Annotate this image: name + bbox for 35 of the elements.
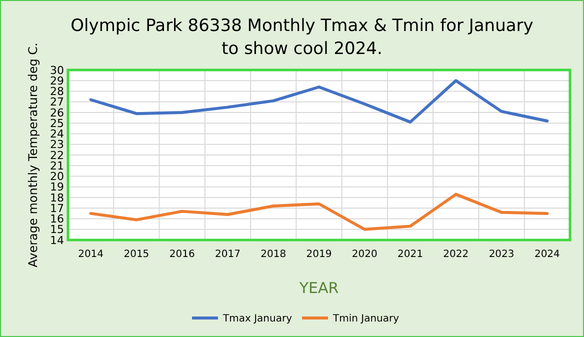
x-tick-label: 2017 [215, 249, 240, 260]
x-tick-label: 2014 [78, 249, 104, 260]
x-tick-label: 2016 [169, 249, 195, 260]
x-tick-label: 2022 [443, 249, 469, 260]
y-tick-label: 25 [50, 116, 64, 130]
y-tick-label: 27 [50, 96, 64, 109]
y-tick-label: 26 [50, 106, 64, 120]
legend-label: Tmax January [222, 314, 292, 324]
chart-title: Olympic Park 86338 Monthly Tmax & Tmin for January to show cool 2024. [70, 16, 534, 59]
x-tick-label: 2015 [124, 249, 150, 260]
x-tick-label: 2023 [488, 249, 514, 260]
y-tick-label: 14 [50, 234, 64, 247]
y-tick-label: 18 [50, 191, 64, 204]
y-tick-label: 28 [50, 85, 64, 98]
y-tick-label: 30 [50, 64, 64, 77]
x-tick-label: 2024 [534, 249, 560, 260]
x-tick-label: 2021 [398, 249, 423, 260]
line-series [89, 192, 549, 231]
y-tick-label: 22 [50, 148, 64, 162]
x-tick-label: 2020 [352, 249, 378, 260]
y-tick-label: 20 [50, 170, 64, 184]
x-tick-label: 2019 [306, 249, 332, 260]
line-series [89, 79, 549, 124]
y-axis-title: Average monthly Temperature deg C. [26, 42, 40, 268]
y-tick-label: 23 [50, 138, 64, 152]
legend-label: Tmin January [332, 314, 400, 324]
x-axis-title: YEAR [298, 279, 339, 297]
y-tick-label: 24 [50, 128, 64, 141]
y-tick-label: 21 [50, 159, 64, 172]
y-tick-label: 16 [50, 212, 64, 226]
y-tick-label: 15 [50, 223, 64, 236]
y-tick-label: 29 [50, 74, 64, 88]
y-tick-label: 19 [50, 180, 64, 194]
x-tick-label: 2018 [260, 249, 286, 260]
y-tick-label: 17 [50, 202, 64, 215]
